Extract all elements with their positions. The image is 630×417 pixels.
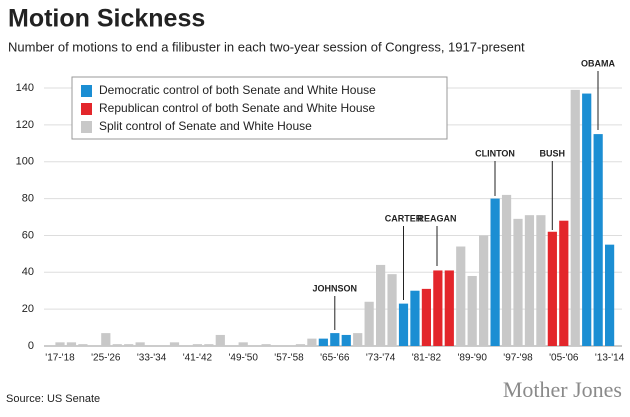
bar bbox=[490, 198, 500, 346]
y-tick-label: 60 bbox=[22, 229, 34, 241]
bar bbox=[55, 342, 65, 346]
annotation: CLINTON bbox=[475, 148, 515, 158]
bar bbox=[524, 215, 535, 346]
chart-subtitle: Number of motions to end a filibuster in… bbox=[8, 39, 525, 54]
annotation: BUSH bbox=[540, 148, 566, 158]
bar bbox=[570, 89, 580, 347]
legend-swatch bbox=[81, 103, 92, 115]
bar bbox=[124, 344, 134, 346]
brand-logo: Mother Jones bbox=[503, 377, 622, 402]
bar bbox=[444, 270, 454, 346]
y-tick-label: 80 bbox=[22, 192, 34, 204]
bar bbox=[559, 220, 569, 346]
bar bbox=[398, 303, 409, 346]
x-tick-label: '97-'98 bbox=[503, 353, 533, 364]
bar bbox=[66, 342, 77, 346]
bar bbox=[238, 342, 248, 346]
x-tick-label: '65-'66 bbox=[320, 353, 350, 364]
bar bbox=[433, 270, 443, 346]
bar bbox=[261, 344, 271, 346]
bar bbox=[341, 334, 351, 346]
bar bbox=[605, 244, 615, 346]
legend-swatch bbox=[81, 121, 92, 133]
bar bbox=[593, 134, 603, 346]
y-tick-label: 0 bbox=[28, 340, 34, 352]
y-tick-label: 20 bbox=[22, 303, 34, 315]
bar bbox=[353, 333, 363, 346]
annotation: CARTER bbox=[385, 213, 423, 223]
bar bbox=[513, 218, 523, 346]
bar bbox=[78, 344, 88, 346]
bar bbox=[112, 344, 122, 346]
source: Source: US Senate bbox=[6, 393, 100, 405]
bar bbox=[387, 274, 397, 346]
x-tick-label: '41-'42 bbox=[183, 353, 213, 364]
bar bbox=[547, 231, 557, 346]
bar bbox=[307, 338, 317, 346]
legend-box bbox=[71, 76, 448, 140]
bar bbox=[479, 235, 489, 346]
x-tick-label: '73-'74 bbox=[366, 353, 396, 364]
bar bbox=[467, 275, 477, 346]
bar bbox=[169, 342, 180, 346]
bar bbox=[192, 344, 202, 346]
x-tick-label: '49-'50 bbox=[228, 353, 258, 364]
legend-label: Split control of Senate and White House bbox=[99, 119, 312, 133]
x-tick-label: '89-'90 bbox=[457, 353, 487, 364]
bar bbox=[330, 333, 340, 346]
bar bbox=[204, 344, 214, 346]
y-tick-label: 120 bbox=[16, 119, 34, 131]
x-tick-label: '33-'34 bbox=[137, 353, 167, 364]
bar bbox=[501, 194, 512, 346]
bar bbox=[582, 93, 592, 347]
y-tick-label: 100 bbox=[16, 156, 34, 168]
bar bbox=[295, 344, 306, 346]
annotation: OBAMA bbox=[581, 58, 615, 68]
x-tick-label: '25-'26 bbox=[91, 353, 121, 364]
bar bbox=[536, 215, 546, 346]
annotation: JOHNSON bbox=[313, 283, 358, 293]
chart-title: Motion Sickness bbox=[8, 5, 205, 33]
y-tick-label: 140 bbox=[16, 82, 34, 94]
legend-label: Democratic control of both Senate and Wh… bbox=[99, 83, 376, 97]
bar bbox=[364, 301, 374, 346]
bar bbox=[318, 338, 328, 346]
bar bbox=[101, 333, 111, 346]
legend-label: Republican control of both Senate and Wh… bbox=[99, 101, 376, 115]
x-tick-label: '57-'58 bbox=[274, 353, 304, 364]
bar bbox=[135, 342, 145, 346]
bar bbox=[456, 246, 466, 346]
x-tick-label: '13-'14 bbox=[595, 353, 625, 364]
annotation: REAGAN bbox=[417, 213, 456, 223]
bar bbox=[215, 334, 225, 346]
y-tick-label: 40 bbox=[22, 266, 34, 278]
x-tick-label: '17-'18 bbox=[45, 353, 75, 364]
legend-swatch bbox=[81, 85, 92, 97]
bar bbox=[421, 288, 431, 346]
x-tick-label: '05-'06 bbox=[549, 353, 579, 364]
x-tick-label: '81-'82 bbox=[412, 353, 442, 364]
bar bbox=[410, 290, 420, 346]
bar bbox=[376, 264, 386, 346]
